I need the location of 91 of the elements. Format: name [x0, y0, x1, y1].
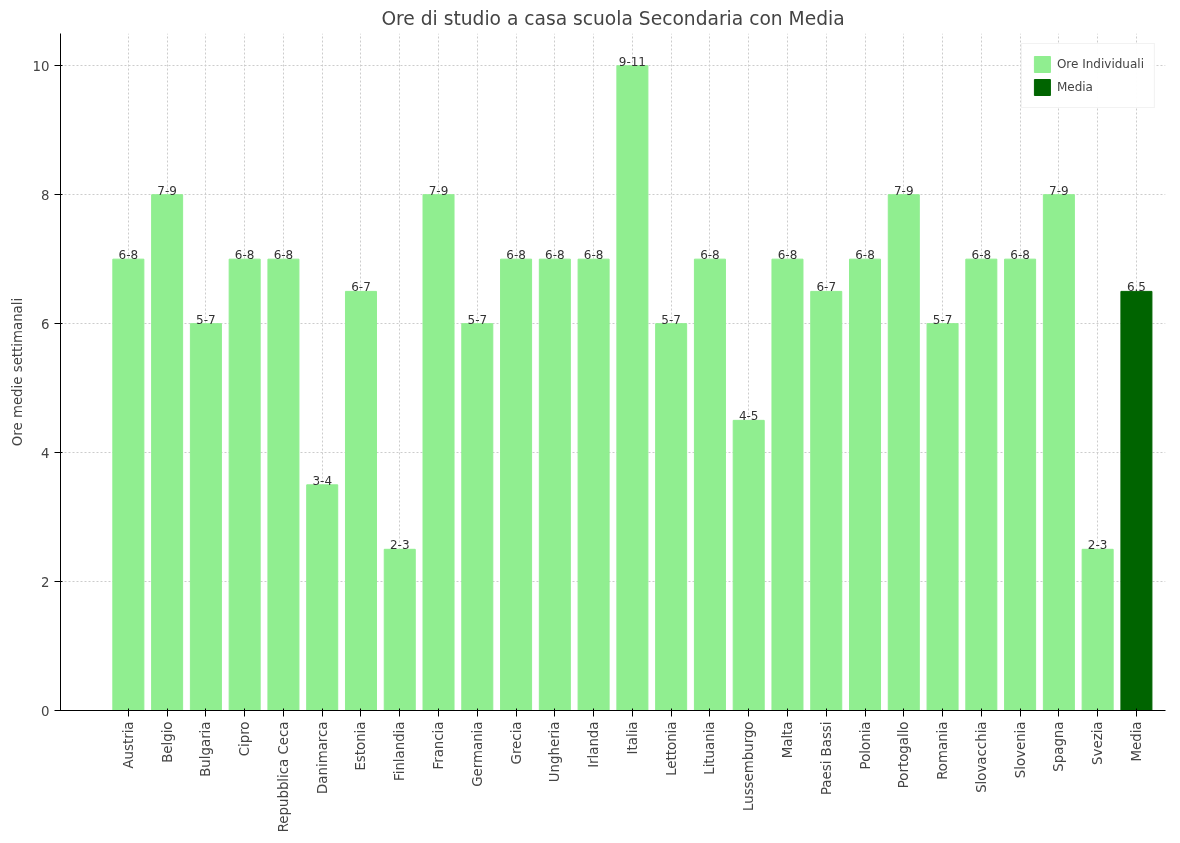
x-tick-label: Francia [431, 721, 447, 770]
x-tick-label: Finlandia [392, 721, 408, 781]
bar [344, 290, 377, 711]
x-tick-label: Italia [624, 721, 640, 755]
data-label: 6-8 [971, 248, 992, 263]
bar [965, 258, 998, 711]
data-label: 2-3 [389, 538, 410, 553]
data-label: 6-8 [545, 248, 565, 263]
data-label: 7-9 [157, 183, 177, 198]
x-tick-label: Danimarca [314, 721, 330, 794]
x-tick-label: Spagna [1051, 721, 1067, 772]
y-tick-label: 2 [41, 574, 50, 590]
bar [422, 194, 455, 711]
bar [810, 290, 843, 711]
bar [732, 419, 765, 711]
legend-label: Media [1056, 80, 1093, 94]
data-label: 7-9 [428, 183, 449, 198]
x-tick-label: Romania [935, 721, 951, 780]
x-tick-label: Lituania [702, 721, 718, 775]
y-axis-title: Ore medie settimanali [9, 297, 25, 447]
x-tick-label: Slovenia [1012, 721, 1028, 779]
bar [693, 258, 726, 711]
x-tick-label: Germania [469, 721, 485, 787]
data-label: 6-8 [234, 248, 255, 263]
bar [577, 258, 610, 711]
x-tick-label: Lussemburgo [741, 721, 757, 811]
x-tick-label: Media [1128, 721, 1144, 762]
bar [849, 258, 882, 711]
x-tick-label: Svezia [1090, 721, 1106, 765]
x-tick-label: Paesi Bassi [818, 721, 834, 796]
x-tick-label: Estonia [353, 721, 369, 771]
legend-label: Ore Individuali [1056, 57, 1144, 71]
data-label: 3-4 [312, 473, 333, 488]
data-label: 6-8 [777, 248, 798, 263]
bar [771, 258, 804, 711]
data-label: 7-9 [1049, 183, 1069, 198]
y-tick-label: 10 [32, 58, 50, 74]
bar [500, 258, 533, 711]
bar [461, 323, 494, 711]
data-label: 5-7 [661, 312, 681, 327]
data-label: 6-8 [700, 248, 720, 263]
data-label: 6-8 [583, 248, 604, 263]
x-tick-label: Polonia [857, 721, 873, 770]
bar [655, 323, 688, 711]
bar [189, 323, 222, 711]
data-label: 6-8 [118, 248, 139, 263]
bar [151, 194, 184, 711]
bar [616, 65, 649, 711]
chart-title: Ore di studio a casa scuola Secondaria con Media [381, 7, 845, 29]
x-tick-label: Belgio [159, 721, 175, 763]
x-tick-label: Grecia [508, 721, 524, 765]
data-label: 2-3 [1087, 538, 1108, 553]
x-tick-label: Portogallo [896, 721, 912, 789]
bar [1042, 194, 1075, 711]
bar [887, 194, 920, 711]
x-tick-label: Austria [120, 721, 136, 769]
data-label: 6-8 [855, 248, 875, 263]
bar [926, 323, 959, 711]
x-tick-label: Cipro [237, 721, 253, 757]
x-tick-label: Ungheria [547, 721, 563, 783]
data-label: 6-8 [273, 248, 294, 263]
data-label: 9-11 [618, 54, 646, 69]
x-tick-label: Slovacchia [973, 721, 989, 793]
x-tick-label: Irlanda [586, 721, 602, 768]
bar [1004, 258, 1037, 711]
x-tick-label: Malta [779, 721, 795, 759]
data-label: 6.5 [1126, 280, 1146, 295]
data-label: 5-7 [467, 312, 488, 327]
x-tick-label: Bulgaria [198, 721, 214, 777]
bar [1081, 548, 1114, 711]
bar [267, 258, 300, 711]
data-label: 6-7 [816, 280, 837, 295]
data-label: 6-8 [1010, 248, 1030, 263]
bar [228, 258, 261, 711]
data-label: 5-7 [932, 312, 953, 327]
y-tick-label: 4 [41, 445, 50, 461]
bar [306, 484, 339, 711]
bar [1120, 290, 1153, 711]
data-label: 7-9 [893, 183, 914, 198]
y-tick-label: 6 [41, 316, 50, 332]
data-label: 6-8 [506, 248, 526, 263]
bar [383, 548, 416, 711]
bar [112, 258, 145, 711]
bar [538, 258, 571, 711]
data-label: 4-5 [738, 409, 759, 424]
data-label: 5-7 [196, 312, 216, 327]
data-label: 6-7 [351, 280, 371, 295]
y-tick-label: 8 [41, 187, 50, 203]
x-tick-label: Repubblica Ceca [275, 721, 291, 833]
x-tick-label: Lettonia [663, 721, 679, 776]
y-tick-label: 0 [41, 703, 50, 719]
